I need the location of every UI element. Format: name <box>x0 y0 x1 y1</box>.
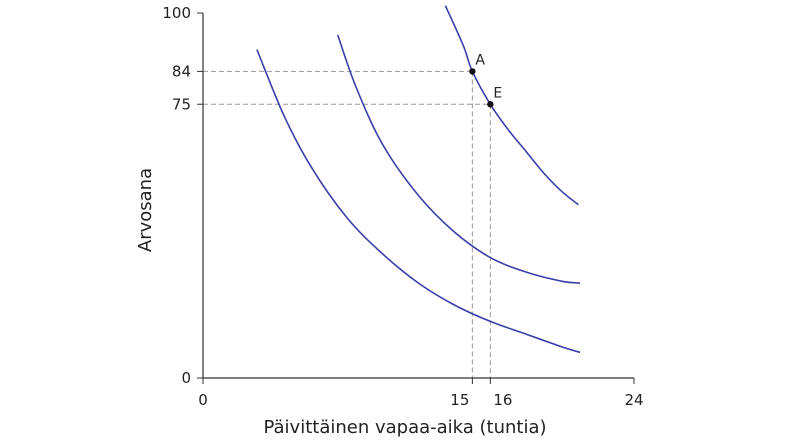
indifference-curves <box>256 5 581 354</box>
y-tick-label: 84 <box>172 62 191 80</box>
y-axis-title: Arvosana <box>135 168 156 252</box>
x-axis-title: Päivittäinen vapaa-aika (tuntia) <box>263 417 546 438</box>
x-tick-label: 24 <box>624 391 643 409</box>
indifference-curve-3 <box>444 5 579 206</box>
data-points: AE <box>469 52 502 108</box>
y-tick-label: 75 <box>172 95 191 113</box>
ticks: 0 75 84 100 0 15 16 24 <box>162 4 643 409</box>
indifference-curve-1 <box>256 49 581 354</box>
guide-lines <box>203 70 491 378</box>
x-tick-label: 0 <box>198 391 208 409</box>
point-E <box>487 101 494 108</box>
point-label-A: A <box>475 52 485 68</box>
y-tick-label: 100 <box>162 4 191 22</box>
x-tick-label: 15 <box>450 391 469 409</box>
y-tick-label: 0 <box>181 369 191 387</box>
indifference-curve-2 <box>336 34 581 284</box>
point-A <box>469 68 476 75</box>
x-tick-label: 16 <box>493 391 512 409</box>
axes <box>202 13 634 379</box>
point-label-E: E <box>493 85 502 101</box>
